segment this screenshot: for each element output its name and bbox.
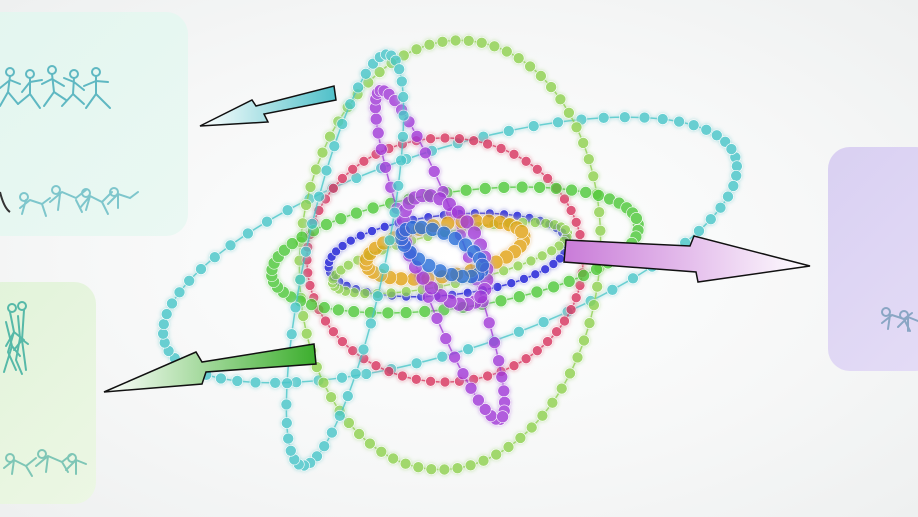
arrow-top-left <box>199 85 337 127</box>
orbit-cyan-vertical <box>280 48 410 472</box>
arrow-right <box>563 235 811 283</box>
panel-right <box>828 147 918 371</box>
crawling-figures-icon <box>19 185 139 217</box>
walking-figures-icon <box>3 301 87 477</box>
panel-bottom-left <box>0 282 96 504</box>
orbit-blue-core <box>394 220 490 284</box>
arrow-bottom-left <box>103 343 317 393</box>
crawling-figures-icon-right <box>881 307 918 332</box>
panel-top-left <box>0 12 188 236</box>
orbit-rings <box>157 34 743 476</box>
running-figures-icon <box>0 65 139 217</box>
